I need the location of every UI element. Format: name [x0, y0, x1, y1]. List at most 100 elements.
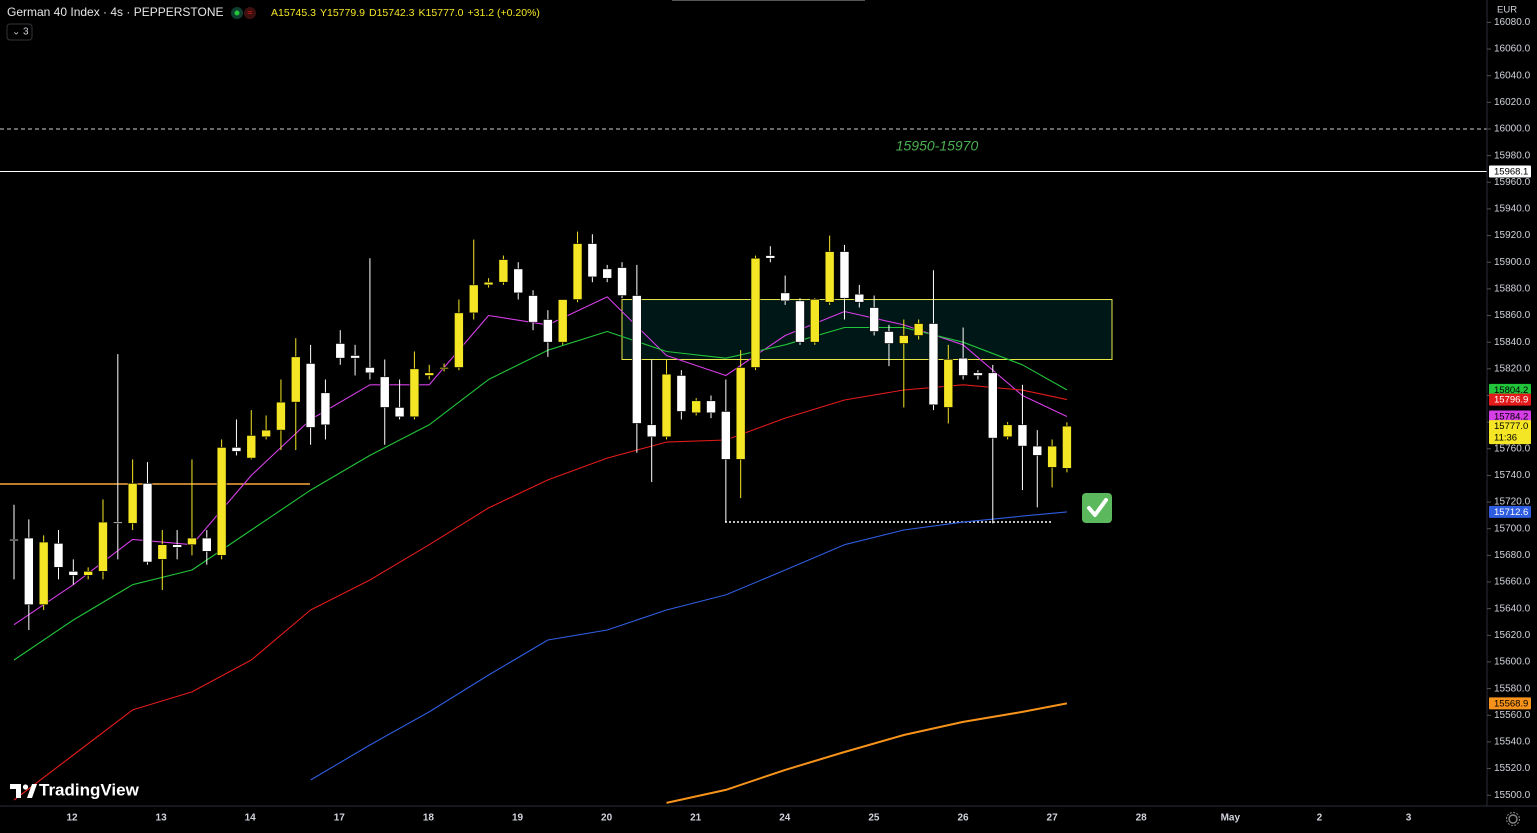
candle-body [439, 367, 449, 370]
candle-body [231, 447, 242, 452]
currency[interactable]: EUR [1497, 5, 1517, 16]
candle-body [68, 571, 79, 576]
ohlc-change: +31.2 (+0.20%) [468, 7, 540, 19]
candle-body [750, 257, 761, 368]
price-badge-label: 15777.0 [1494, 421, 1528, 432]
ohlc-value: 15779.9 [327, 7, 365, 19]
ohlc-text: A15745.3 Y15779.9 D15742.3 K15777.0 +31.2 (+… [271, 7, 540, 19]
price-badge-label: 15804.2 [1494, 385, 1528, 396]
y-tick-label: 16040.0 [1494, 70, 1531, 81]
candle-body [943, 359, 954, 408]
candle-body [305, 363, 316, 428]
x-tick-label: 27 [1047, 813, 1059, 824]
candle-body [276, 401, 286, 431]
candle-body [157, 544, 168, 560]
plot-area [0, 128, 1487, 804]
watermark-logo [10, 784, 37, 798]
symbol-title[interactable]: German 40 Index · 4s · PEPPERSTONE [7, 5, 224, 19]
check-mark [1082, 493, 1112, 523]
price-badge [1489, 165, 1531, 178]
moving-average [666, 702, 1068, 804]
candle-body [365, 367, 375, 374]
candle-body [379, 376, 390, 408]
x-tick-label: 3 [1406, 813, 1412, 824]
annotation: 15950-15970 [896, 138, 979, 154]
y-tick-label: 15560.0 [1494, 710, 1531, 721]
ohlc-key: Y [320, 7, 327, 19]
ohlc-key: A [271, 7, 278, 19]
candle-body [483, 281, 494, 286]
ohlc-value: 15777.0 [426, 7, 464, 19]
ohlc-legend: A15745.3 Y15779.9 D15742.3 K15777.0 +31.2 (+… [271, 7, 540, 19]
candle-body [854, 293, 865, 303]
candle-body [172, 544, 182, 548]
candle-body [1032, 445, 1043, 456]
candle-body [1002, 424, 1013, 438]
candle-body [127, 483, 138, 524]
candle-body [201, 537, 212, 552]
candle-body [113, 521, 123, 524]
y-tick-label: 15500.0 [1494, 790, 1531, 801]
x-tick-label: 25 [868, 813, 880, 824]
candle-body [765, 255, 776, 259]
candle-body [246, 435, 257, 459]
y-tick-label: 16060.0 [1494, 44, 1531, 55]
candle-body [824, 251, 835, 303]
y-tick-label: 15760.0 [1494, 443, 1531, 454]
y-tick-label: 15720.0 [1494, 497, 1531, 508]
candle-body [661, 373, 672, 438]
chevron: ⌄ [12, 27, 20, 38]
candle-body [810, 299, 820, 343]
candle-body [335, 343, 346, 359]
y-tick-label: 15940.0 [1494, 204, 1531, 215]
price-badge-label: 15712.6 [1494, 507, 1528, 518]
y-tick-label: 15620.0 [1494, 630, 1531, 641]
market-status-dot [234, 10, 240, 16]
candle-body [587, 243, 598, 278]
y-tick-label: 15960.0 [1494, 177, 1531, 188]
settings-gear[interactable] [1506, 812, 1520, 826]
candle-body [646, 424, 657, 438]
candle-body [913, 323, 924, 336]
candle-body [409, 368, 420, 418]
candle-body [53, 543, 64, 568]
price-badge-label: 15784.2 [1494, 412, 1528, 423]
x-tick-label: 21 [690, 813, 702, 824]
candle-body [528, 295, 538, 323]
x-tick-label: 28 [1136, 813, 1148, 824]
candle-body [973, 372, 983, 376]
candle-body [142, 483, 153, 563]
x-tick-label: 13 [156, 813, 168, 824]
candle-body [987, 372, 998, 439]
y-tick-label: 16000.0 [1494, 124, 1531, 135]
price-badge [1489, 410, 1531, 423]
candle-body [187, 537, 197, 546]
x-tick-label: May [1221, 813, 1241, 824]
price-badge-label: 15968.1 [1494, 167, 1528, 178]
candle-body [38, 541, 49, 605]
candle-body [320, 392, 331, 426]
y-tick-label: 15880.0 [1494, 284, 1531, 295]
candle-body [498, 259, 509, 283]
y-tick-label: 15660.0 [1494, 577, 1531, 588]
candle-body [572, 243, 583, 300]
candle-body [676, 375, 687, 412]
x-tick-label: 26 [957, 813, 969, 824]
y-tick-label: 15860.0 [1494, 310, 1531, 321]
candle-body [691, 400, 701, 414]
x-tick-label: 19 [512, 813, 524, 824]
price-badge [1489, 420, 1531, 445]
candle-body [98, 521, 108, 572]
candle-body [869, 307, 879, 332]
indicator-toggle[interactable] [6, 23, 33, 41]
candle-body [9, 539, 19, 542]
x-tick-label: 14 [245, 813, 257, 824]
candle-body [24, 537, 34, 605]
candle-body [898, 335, 909, 344]
delay-icon: ≈ [248, 7, 253, 17]
candle-body [884, 331, 894, 344]
y-tick-label: 15520.0 [1494, 763, 1531, 774]
candle-body [602, 268, 613, 279]
